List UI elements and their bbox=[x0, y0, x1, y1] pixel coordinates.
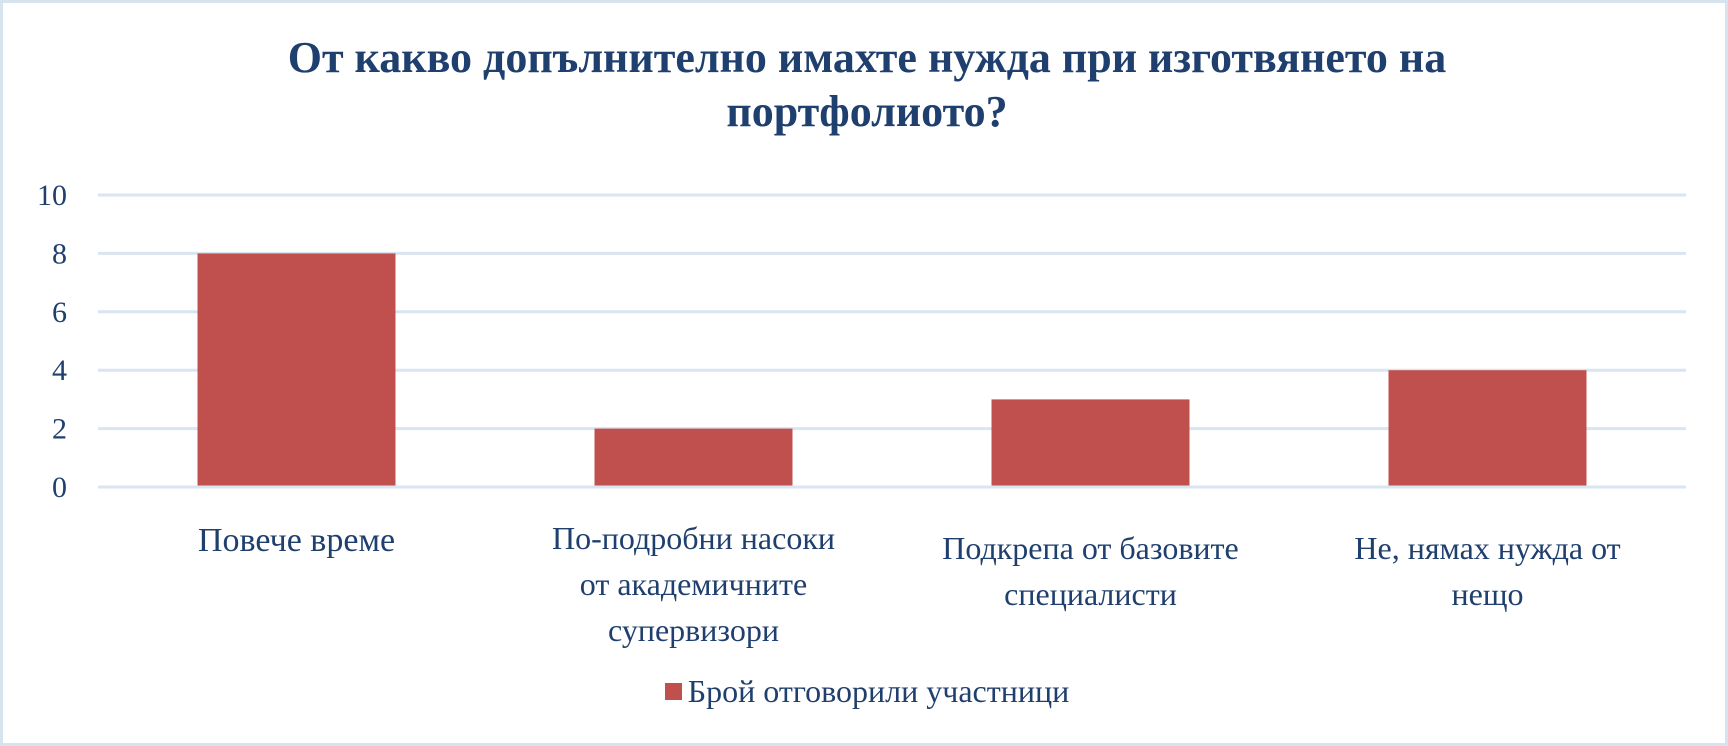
x-tick-label: Подкрепа от базовите специалисти bbox=[942, 530, 1238, 612]
y-tick-label: 8 bbox=[52, 237, 67, 270]
y-tick-label: 2 bbox=[52, 413, 67, 446]
bar bbox=[594, 428, 793, 487]
bar bbox=[197, 253, 396, 487]
bar bbox=[1388, 370, 1587, 487]
chart-plot: 0 2 4 6 8 10 Повече време По-подробни насоки от … bbox=[37, 179, 1686, 648]
y-tick-label: 10 bbox=[37, 179, 67, 212]
x-tick-label: По-подробни насоки от академичните суперви… bbox=[552, 520, 835, 648]
bar bbox=[991, 399, 1190, 487]
y-tick-label: 0 bbox=[52, 471, 67, 504]
legend-label: Брой отговорили участници bbox=[687, 673, 1070, 709]
legend-swatch bbox=[664, 683, 682, 700]
x-tick-label: Не, нямах нужда от нещо bbox=[1354, 530, 1620, 612]
chart-title-line-2: портфолиото? bbox=[726, 87, 1008, 136]
y-tick-label: 6 bbox=[52, 296, 67, 329]
legend: Брой отговорили участници bbox=[3, 671, 1725, 711]
x-tick-label: Повече време bbox=[198, 522, 395, 559]
y-tick-label: 4 bbox=[52, 354, 67, 387]
chart-title-line-1: От какво допълнително имахте нужда при и… bbox=[287, 33, 1447, 82]
chart-title: От какво допълнително имахте нужда при и… bbox=[3, 31, 1725, 139]
